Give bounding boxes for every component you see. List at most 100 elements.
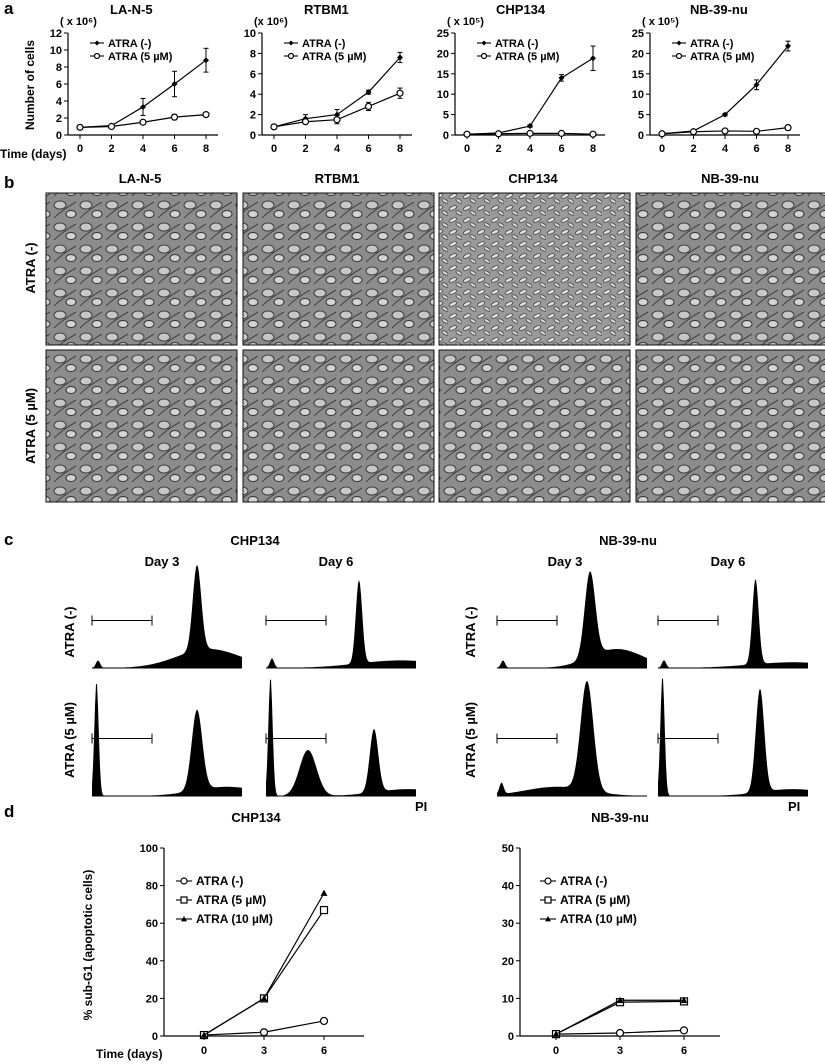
y-tick-label: 5 bbox=[443, 110, 449, 122]
micrograph-image bbox=[242, 192, 435, 346]
data-point bbox=[259, 1028, 269, 1037]
y-tick-label: 50 bbox=[502, 843, 514, 855]
histogram bbox=[266, 579, 416, 668]
x-tick-label: 0 bbox=[553, 1045, 559, 1057]
data-point bbox=[396, 89, 404, 97]
data-point bbox=[589, 130, 597, 138]
y-tick-label: 30 bbox=[502, 918, 514, 930]
data-point bbox=[203, 57, 209, 64]
y-tick-label: 40 bbox=[146, 956, 158, 968]
chart-a-nb-39-nu: 0 5 10 15 20 25 0 2 4 6 8 NB-39-nu ( x 10⁵) ATRA (-)A… bbox=[632, 2, 800, 155]
data-point bbox=[526, 129, 534, 137]
legend-marker bbox=[675, 52, 683, 60]
legend-marker bbox=[181, 916, 187, 922]
legend-marker bbox=[544, 877, 552, 885]
panel-c-day3-left: Day 3 bbox=[145, 554, 180, 569]
data-point bbox=[785, 43, 791, 50]
panel-letter-d: d bbox=[4, 802, 14, 821]
y-tick-label: 0 bbox=[250, 130, 256, 142]
data-point bbox=[753, 81, 760, 88]
y-tick-label: 25 bbox=[632, 28, 644, 40]
y-tick-label: 4 bbox=[250, 89, 257, 101]
legend-label: ATRA (-) bbox=[495, 38, 539, 50]
x-tick-label: 0 bbox=[659, 143, 665, 155]
data-point bbox=[319, 1016, 329, 1026]
data-point bbox=[301, 118, 310, 126]
panel-b-col-chp134: CHP134 bbox=[508, 171, 558, 186]
y-tick-label: 10 bbox=[632, 89, 644, 101]
legend-label: ATRA (5 µM) bbox=[196, 893, 266, 907]
histogram bbox=[92, 564, 242, 668]
data-point bbox=[139, 118, 147, 126]
data-point bbox=[494, 130, 503, 138]
y-tick-label: 15 bbox=[437, 69, 449, 81]
y-tick-label: 8 bbox=[250, 48, 256, 60]
unit-label: ( x 10⁵) bbox=[447, 16, 484, 28]
data-point bbox=[552, 1030, 560, 1037]
data-point bbox=[616, 996, 624, 1004]
chart-title: CHP134 bbox=[231, 810, 281, 825]
data-point bbox=[679, 1026, 689, 1035]
y-tick-label: 0 bbox=[152, 1031, 158, 1043]
data-point bbox=[202, 110, 210, 119]
y-tick-label: 10 bbox=[502, 993, 514, 1005]
chart-title: NB-39-nu bbox=[591, 810, 649, 825]
panel-c-row-atra-minus-left: ATRA (-) bbox=[62, 606, 77, 657]
y-tick-label: 4 bbox=[56, 96, 63, 108]
chart-a-chp134: 0 5 10 15 20 25 0 2 4 6 8 CHP134 ( x 10⁵) ATRA (-)ATR… bbox=[437, 2, 605, 155]
y-tick-label: 100 bbox=[140, 843, 158, 855]
x-tick-label: 3 bbox=[617, 1045, 623, 1057]
legend-label: ATRA (5 µM) bbox=[108, 51, 173, 63]
data-point bbox=[364, 102, 373, 111]
data-point bbox=[365, 89, 372, 96]
panel-c-pi-label-left: PI bbox=[415, 799, 427, 814]
legend-marker bbox=[180, 877, 188, 885]
x-tick-label: 2 bbox=[108, 143, 114, 155]
y-tick-label: 0 bbox=[508, 1031, 514, 1043]
micrograph-image bbox=[242, 349, 435, 503]
series-line bbox=[203, 909, 325, 1036]
x-tick-label: 8 bbox=[590, 143, 596, 155]
legend-marker bbox=[180, 896, 188, 904]
y-tick-label: 10 bbox=[50, 45, 62, 57]
data-point bbox=[76, 123, 84, 131]
panel-a-xlabel: Time (days) bbox=[0, 147, 66, 161]
chart-title: RTBM1 bbox=[304, 2, 349, 17]
data-point bbox=[333, 116, 341, 124]
panel-c-row-atra-5um-left: ATRA (5 µM) bbox=[62, 702, 77, 778]
data-point bbox=[527, 123, 533, 130]
chart-d-nb-39-nu: 0 10 20 30 40 50 0 3 6 NB-39-nu ATRA (-) ATRA (5 µM… bbox=[502, 810, 720, 1057]
y-tick-label: 20 bbox=[502, 956, 514, 968]
x-tick-label: 6 bbox=[171, 143, 177, 155]
x-tick-label: 8 bbox=[785, 143, 791, 155]
x-tick-label: 4 bbox=[334, 143, 341, 155]
y-tick-label: 6 bbox=[56, 79, 62, 91]
panel-b-col-nb-39-nu: NB-39-nu bbox=[701, 171, 759, 186]
data-point bbox=[722, 111, 728, 118]
micrograph-image bbox=[438, 192, 631, 346]
panel-b-col-la-n-5: LA-N-5 bbox=[119, 171, 162, 186]
data-point bbox=[463, 130, 471, 138]
y-tick-label: 0 bbox=[638, 130, 644, 142]
panel-letter-b: b bbox=[4, 173, 14, 192]
micrograph-image bbox=[45, 192, 238, 346]
micrograph-image bbox=[635, 349, 825, 503]
legend-marker bbox=[93, 52, 101, 60]
legend-marker bbox=[676, 40, 682, 46]
y-tick-label: 8 bbox=[56, 62, 62, 74]
x-tick-label: 0 bbox=[77, 143, 83, 155]
unit-label: (x 10⁶) bbox=[254, 16, 288, 28]
data-point bbox=[557, 129, 566, 137]
x-tick-label: 4 bbox=[527, 143, 534, 155]
panel-c-group-chp134: CHP134 bbox=[230, 533, 280, 548]
y-tick-label: 15 bbox=[632, 69, 644, 81]
histogram bbox=[497, 571, 647, 668]
panel-letter-c: c bbox=[4, 530, 13, 549]
panel-b-col-rtbm1: RTBM1 bbox=[315, 171, 360, 186]
data-point bbox=[752, 127, 761, 135]
y-tick-label: 2 bbox=[56, 113, 62, 125]
y-tick-label: 10 bbox=[244, 28, 256, 40]
data-point bbox=[170, 113, 179, 121]
y-tick-label: 25 bbox=[437, 28, 449, 40]
